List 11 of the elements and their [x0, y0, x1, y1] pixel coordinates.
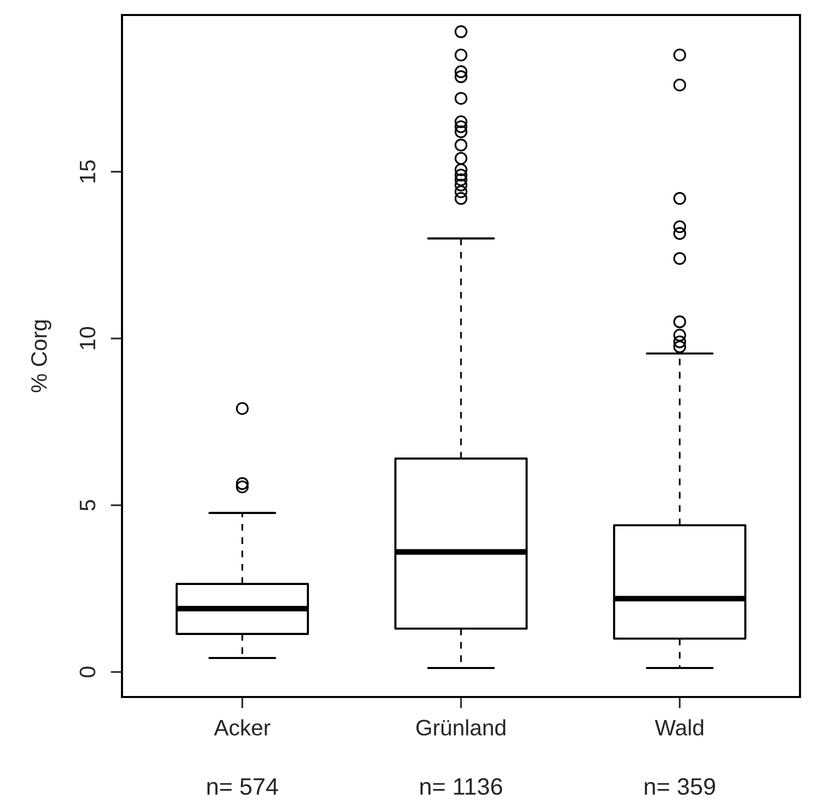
x-tick-label: Grünland — [416, 719, 506, 736]
text: n= 359 — [644, 778, 716, 795]
x-tick-label: Wald — [654, 719, 704, 736]
x-tick-label: Acker — [214, 719, 270, 736]
y-tick-label: 15 — [80, 160, 96, 182]
text: n= 574 — [207, 778, 278, 795]
y-tick-label: 0 — [80, 666, 96, 678]
y-tick-label: 10 — [80, 327, 96, 350]
y-tick-label: 5 — [80, 500, 96, 511]
y-axis-title: % Corg — [31, 320, 52, 392]
text: n= 1136 — [420, 778, 502, 795]
